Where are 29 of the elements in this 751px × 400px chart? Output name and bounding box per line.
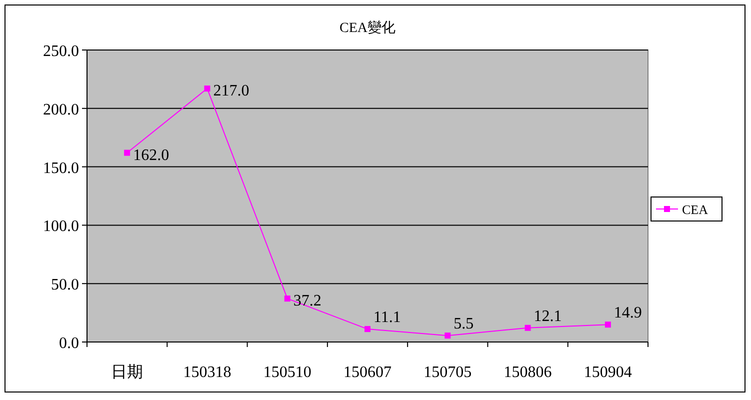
data-label: 11.1 — [374, 309, 401, 326]
x-tick-label: 150607 — [344, 364, 392, 381]
data-label: 217.0 — [213, 82, 250, 100]
point — [124, 150, 130, 156]
data-label: 162.0 — [133, 146, 170, 164]
data-label: 37.2 — [293, 292, 322, 310]
y-tick-label: 50.0 — [51, 276, 79, 294]
x-tick-label: 150705 — [424, 364, 472, 381]
x-tick-label: 日期 — [111, 363, 144, 381]
data-label: 14.9 — [614, 304, 642, 322]
point — [364, 326, 370, 332]
y-tick-label: 150.0 — [43, 160, 79, 177]
y-tick-label: 100.0 — [43, 218, 79, 236]
point — [284, 296, 290, 302]
data-label: 5.5 — [454, 316, 474, 333]
point — [204, 86, 210, 92]
x-tick-label: 150318 — [183, 364, 232, 381]
y-tick-label: 0.0 — [59, 335, 79, 352]
y-tick-label: 200.0 — [43, 101, 79, 118]
y-tick-label: 250.0 — [43, 43, 79, 60]
x-tick-label: 150904 — [584, 364, 632, 381]
legend-label: CEA — [682, 202, 709, 217]
data-label: 12.1 — [534, 308, 562, 325]
x-tick-label: 150510 — [263, 364, 312, 381]
point — [604, 322, 611, 328]
point — [524, 324, 531, 331]
point — [444, 332, 451, 339]
chart-title: CEA變化 — [340, 20, 396, 36]
x-tick-label: 150806 — [504, 364, 552, 381]
